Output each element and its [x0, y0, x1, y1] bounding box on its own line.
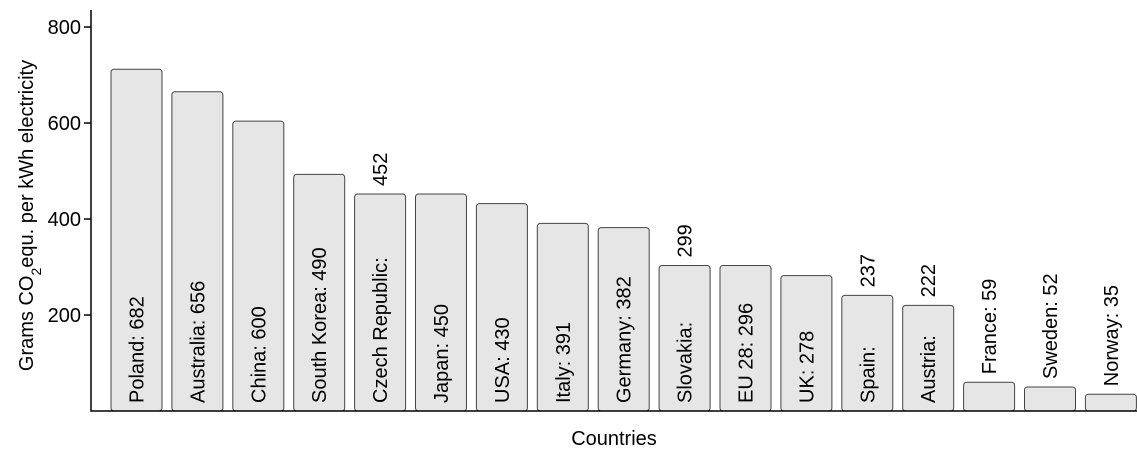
bar: [1024, 386, 1076, 412]
bar-label: Germany: 382: [614, 276, 636, 403]
bar-value-label: 237: [857, 254, 879, 287]
bar-value-label: Norway: 35: [1101, 285, 1123, 386]
y-tick-label: 600: [48, 113, 81, 135]
bar-label: Austria:: [918, 335, 940, 403]
bar-label: Slovakia:: [675, 322, 697, 403]
y-axis-title: Grams CO2equ. per kWh electricity: [16, 60, 44, 371]
bar-value-label: 452: [370, 153, 392, 186]
y-tick-label: 800: [48, 17, 81, 39]
bar-label: Czech Republic:: [370, 257, 392, 403]
bar-value-label: 222: [918, 264, 940, 297]
bar-label: South Korea: 490: [309, 247, 331, 403]
bar-value-label: 299: [675, 224, 697, 257]
bar-label: Australia: 656: [187, 281, 209, 403]
bar-label: Italy: 391: [553, 322, 575, 403]
bar-label: Japan: 450: [431, 304, 453, 403]
y-ticks: 200 400 600 800: [48, 17, 91, 327]
axis-lines: [90, 10, 1137, 412]
y-tick-label: 400: [48, 209, 81, 231]
bar-labels: Poland: 682 Australia: 656 China: 600 South…: [127, 153, 1123, 403]
bars-layer: [110, 68, 1137, 412]
bar-label: Poland: 682: [127, 296, 149, 403]
bar-value-label: Sweden: 52: [1040, 273, 1062, 379]
bar-value-label: France: 59: [979, 279, 1001, 375]
axes-layer: [90, 10, 1137, 412]
bar-label: Spain:: [857, 346, 879, 403]
x-axis-title: Countries: [571, 428, 657, 450]
bar: [1084, 393, 1137, 412]
bar: [963, 381, 1016, 412]
bar-label: China: 600: [248, 306, 270, 403]
bar-label: UK: 278: [796, 331, 818, 403]
bar-label: USA: 430: [492, 317, 514, 403]
bar-label: EU 28: 296: [736, 303, 758, 403]
y-tick-label: 200: [48, 305, 81, 327]
